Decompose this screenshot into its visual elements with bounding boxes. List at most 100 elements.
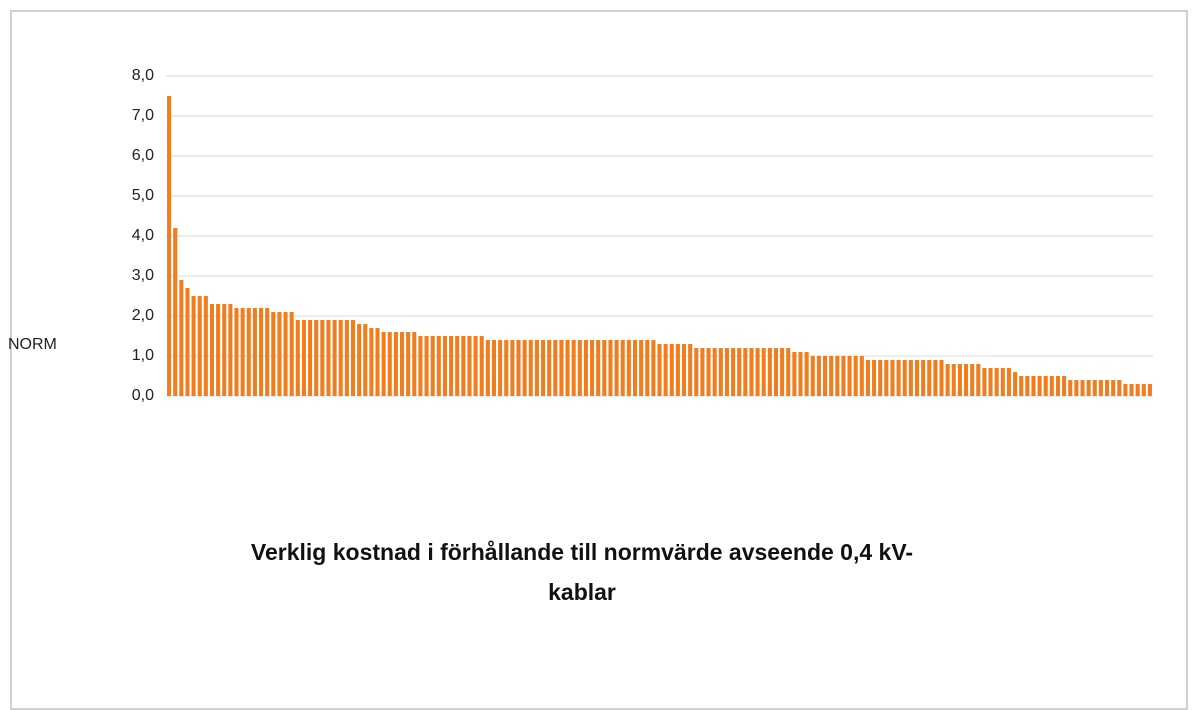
bar [620, 340, 625, 396]
bar [602, 340, 607, 396]
bar [289, 312, 294, 396]
bar [1055, 376, 1061, 396]
bar [461, 336, 466, 396]
bar [639, 340, 644, 396]
bar [810, 356, 815, 396]
bar [246, 308, 251, 396]
bar [283, 312, 288, 396]
bar [712, 348, 717, 396]
bar [872, 360, 877, 396]
bar [577, 340, 582, 396]
bar [1129, 384, 1134, 396]
bar [510, 340, 515, 396]
bar [271, 312, 276, 396]
bar [504, 340, 509, 396]
bar [988, 368, 993, 396]
y-tick-label: 5,0 [132, 187, 154, 204]
bar [614, 340, 619, 396]
bar [528, 340, 533, 396]
bar [822, 356, 828, 396]
bar [1000, 368, 1005, 396]
bar [418, 336, 423, 396]
bar [688, 344, 693, 396]
bar [308, 320, 313, 396]
bar [583, 340, 588, 396]
y-tick-label: 2,0 [132, 307, 154, 324]
bar [1104, 380, 1110, 396]
bar [718, 348, 723, 396]
y-tick-label: 3,0 [132, 267, 154, 284]
y-axis-label: NORM [8, 336, 57, 353]
bar [694, 348, 699, 396]
bar [951, 364, 956, 396]
bar [761, 348, 766, 396]
bar [1098, 380, 1103, 396]
bar [258, 308, 264, 396]
bar [1062, 376, 1067, 396]
bar [534, 340, 539, 396]
bar [896, 360, 901, 396]
bar [473, 336, 478, 396]
bar [1123, 384, 1128, 396]
bar [209, 304, 215, 396]
y-tick-label: 0,0 [132, 387, 154, 404]
bar [375, 328, 380, 396]
bar [921, 360, 926, 396]
bar [350, 320, 356, 396]
bar [455, 336, 460, 396]
bar [1092, 380, 1097, 396]
bar [914, 360, 920, 396]
bar [301, 320, 306, 396]
bar [743, 348, 748, 396]
bar [970, 364, 975, 396]
bar [1019, 376, 1024, 396]
y-tick-label: 6,0 [132, 147, 154, 164]
bar [890, 360, 895, 396]
bar [387, 332, 392, 396]
bar [252, 308, 257, 396]
bar [657, 344, 662, 396]
bar [185, 288, 190, 396]
bar [369, 328, 374, 396]
bar [295, 320, 300, 396]
bar [669, 344, 674, 396]
bar [277, 312, 282, 396]
bar [498, 340, 503, 396]
bar [841, 356, 846, 396]
bar [179, 280, 184, 396]
bar [853, 356, 858, 396]
bar [559, 340, 564, 396]
bar [786, 348, 791, 396]
bar [1147, 384, 1152, 396]
bar [835, 356, 840, 396]
bar [344, 320, 349, 396]
bar [234, 308, 239, 396]
bar [571, 340, 576, 396]
bar [706, 348, 711, 396]
bar [424, 336, 429, 396]
y-tick-label: 4,0 [132, 227, 154, 244]
bar [381, 332, 386, 396]
bar [1037, 376, 1042, 396]
bar [399, 332, 405, 396]
bar [773, 348, 779, 396]
bar [878, 360, 883, 396]
bar [1117, 380, 1122, 396]
bar [884, 360, 889, 396]
bar [479, 336, 484, 396]
bar [963, 364, 969, 396]
bar [173, 228, 178, 396]
bar [994, 368, 999, 396]
y-tick-label: 7,0 [132, 107, 154, 124]
bar [197, 296, 202, 396]
bar [816, 356, 821, 396]
bar [1025, 376, 1030, 396]
bar [442, 336, 447, 396]
bar [467, 336, 472, 396]
bar [436, 336, 441, 396]
bar [332, 320, 337, 396]
bar [608, 340, 613, 396]
bar [228, 304, 233, 396]
bar [540, 340, 546, 396]
bar [1080, 380, 1085, 396]
